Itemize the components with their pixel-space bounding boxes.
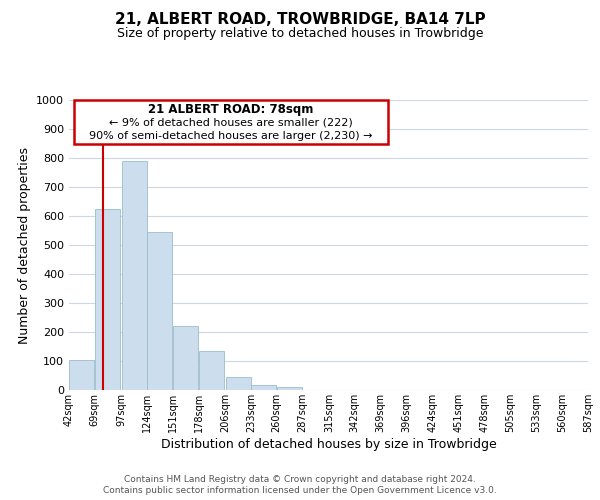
Bar <box>226 377 251 390</box>
Bar <box>199 351 224 390</box>
Bar <box>251 385 276 390</box>
Bar <box>70 360 94 390</box>
Text: 21 ALBERT ROAD: 78sqm: 21 ALBERT ROAD: 78sqm <box>148 103 314 116</box>
Text: Contains HM Land Registry data © Crown copyright and database right 2024.: Contains HM Land Registry data © Crown c… <box>124 475 476 484</box>
Text: 90% of semi-detached houses are larger (2,230) →: 90% of semi-detached houses are larger (… <box>89 131 373 141</box>
Y-axis label: Number of detached properties: Number of detached properties <box>17 146 31 344</box>
Text: ← 9% of detached houses are smaller (222): ← 9% of detached houses are smaller (222… <box>109 118 353 128</box>
X-axis label: Distribution of detached houses by size in Trowbridge: Distribution of detached houses by size … <box>161 438 496 450</box>
Bar <box>95 209 120 390</box>
Bar <box>277 387 302 390</box>
Text: Contains public sector information licensed under the Open Government Licence v3: Contains public sector information licen… <box>103 486 497 495</box>
FancyBboxPatch shape <box>74 100 388 144</box>
Text: 21, ALBERT ROAD, TROWBRIDGE, BA14 7LP: 21, ALBERT ROAD, TROWBRIDGE, BA14 7LP <box>115 12 485 28</box>
Text: Size of property relative to detached houses in Trowbridge: Size of property relative to detached ho… <box>117 28 483 40</box>
Bar <box>122 161 147 390</box>
Bar <box>148 232 172 390</box>
Bar <box>173 326 198 390</box>
